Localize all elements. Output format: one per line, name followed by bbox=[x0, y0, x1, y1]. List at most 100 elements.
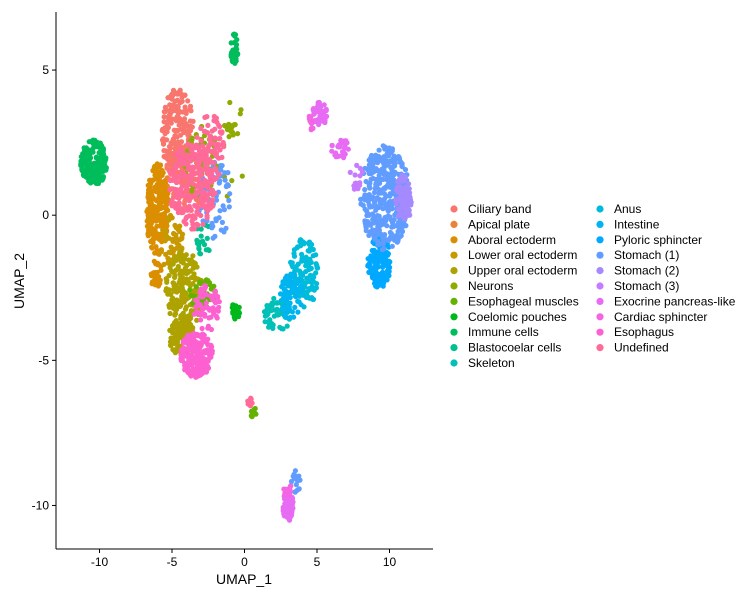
data-point bbox=[173, 336, 179, 342]
data-point bbox=[286, 514, 292, 521]
data-point bbox=[189, 218, 195, 224]
data-point bbox=[308, 118, 314, 124]
data-point bbox=[333, 150, 339, 156]
data-point bbox=[172, 163, 178, 169]
data-point bbox=[313, 270, 319, 276]
data-point bbox=[194, 309, 200, 315]
data-point bbox=[387, 193, 393, 199]
data-point bbox=[192, 339, 198, 345]
data-point bbox=[393, 197, 399, 203]
data-point bbox=[197, 251, 204, 257]
data-point bbox=[357, 165, 363, 171]
data-point bbox=[205, 144, 211, 150]
data-point bbox=[178, 126, 184, 132]
data-point bbox=[178, 193, 184, 199]
data-point bbox=[187, 118, 193, 124]
data-point bbox=[97, 167, 104, 173]
data-point bbox=[206, 280, 213, 286]
data-point bbox=[172, 133, 178, 139]
data-point bbox=[222, 177, 228, 183]
data-point bbox=[217, 147, 223, 153]
legend-item: Apical plate bbox=[450, 217, 530, 231]
data-point bbox=[178, 268, 184, 274]
data-point bbox=[148, 238, 154, 245]
data-point bbox=[100, 150, 106, 157]
data-point bbox=[207, 306, 213, 312]
data-point bbox=[198, 172, 204, 178]
data-point bbox=[221, 144, 227, 150]
data-point bbox=[384, 273, 390, 279]
data-point bbox=[204, 215, 210, 221]
series-stomach-3 bbox=[347, 162, 365, 192]
legend-swatch bbox=[450, 205, 458, 213]
data-point bbox=[270, 322, 276, 328]
data-point bbox=[193, 297, 199, 303]
data-point bbox=[198, 317, 204, 323]
data-point bbox=[80, 167, 86, 173]
data-point bbox=[225, 170, 231, 176]
legend-item: Skeleton bbox=[450, 356, 515, 370]
data-point bbox=[401, 186, 407, 192]
x-tick-label: 5 bbox=[314, 555, 321, 569]
data-point bbox=[309, 274, 315, 280]
legend-label: Undefined bbox=[614, 341, 669, 355]
data-point bbox=[92, 141, 98, 147]
data-point bbox=[85, 162, 91, 168]
series-stomach-2 bbox=[393, 172, 414, 222]
data-point bbox=[194, 157, 200, 163]
series-esophagus bbox=[178, 283, 222, 380]
data-point bbox=[182, 104, 188, 110]
data-point bbox=[149, 178, 155, 184]
data-point bbox=[162, 125, 168, 131]
data-point bbox=[314, 104, 320, 110]
data-point bbox=[223, 225, 229, 231]
data-point bbox=[208, 286, 214, 292]
data-point bbox=[281, 511, 287, 517]
data-point bbox=[373, 166, 379, 172]
data-point bbox=[175, 254, 181, 260]
data-point bbox=[399, 178, 406, 184]
data-point bbox=[366, 232, 372, 238]
data-point bbox=[376, 147, 382, 153]
data-point bbox=[183, 156, 189, 162]
data-point bbox=[212, 135, 218, 141]
data-point bbox=[176, 154, 182, 160]
data-point bbox=[153, 197, 159, 204]
data-point bbox=[212, 288, 218, 294]
data-point bbox=[292, 489, 298, 495]
data-point bbox=[144, 223, 150, 229]
data-point bbox=[281, 287, 287, 293]
data-point bbox=[196, 365, 203, 371]
data-point bbox=[287, 314, 293, 321]
legend-swatch bbox=[450, 220, 458, 228]
data-point bbox=[391, 223, 397, 229]
data-point bbox=[310, 125, 316, 131]
data-point bbox=[205, 170, 211, 176]
data-point bbox=[177, 279, 183, 285]
data-point bbox=[359, 169, 365, 175]
data-point bbox=[374, 156, 380, 162]
data-point bbox=[209, 179, 215, 185]
data-point bbox=[205, 336, 211, 342]
data-point bbox=[406, 209, 412, 215]
data-point bbox=[362, 165, 368, 171]
data-point bbox=[293, 294, 299, 300]
data-point bbox=[173, 118, 179, 124]
data-point bbox=[281, 312, 288, 318]
y-axis-ticks: 5 0 -5 -10 bbox=[32, 63, 56, 512]
data-point bbox=[171, 231, 177, 237]
data-point bbox=[190, 213, 196, 219]
data-point bbox=[176, 200, 182, 206]
data-point bbox=[317, 113, 323, 119]
legend-label: Apical plate bbox=[468, 217, 530, 231]
data-point bbox=[167, 102, 173, 108]
data-point bbox=[267, 317, 273, 323]
data-point bbox=[309, 286, 315, 292]
data-point bbox=[182, 306, 189, 312]
data-point bbox=[179, 357, 186, 364]
data-point bbox=[207, 136, 213, 142]
data-point bbox=[216, 299, 222, 305]
data-point bbox=[210, 197, 216, 203]
data-point bbox=[215, 294, 221, 301]
